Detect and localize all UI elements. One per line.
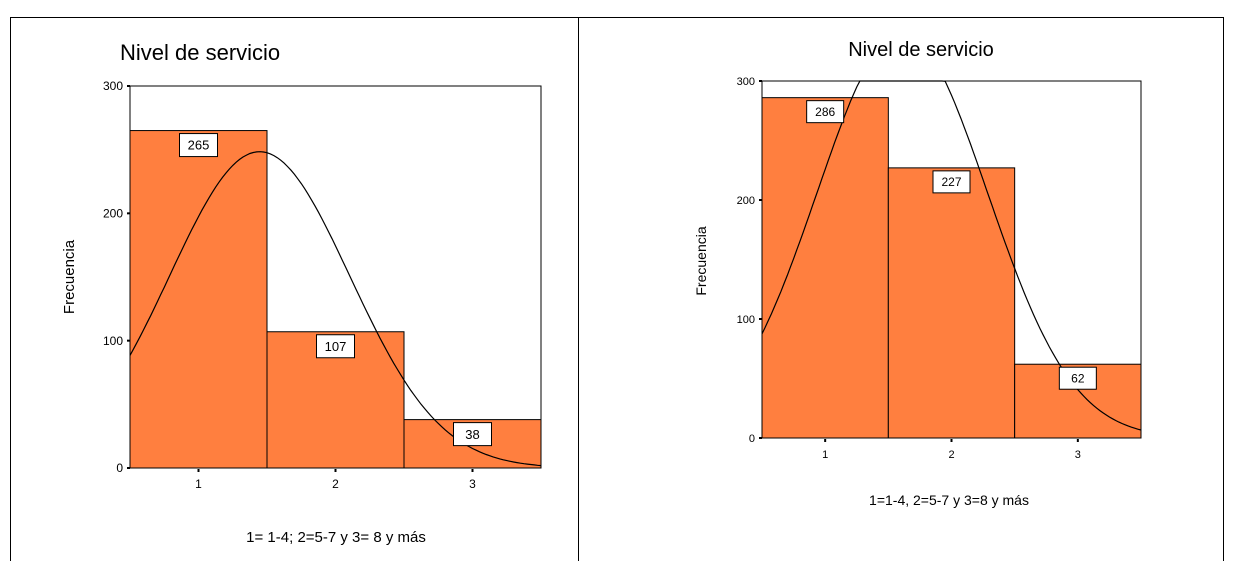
chart-title: Nivel de servicio: [120, 40, 280, 65]
x-tick-label: 1: [822, 449, 828, 461]
y-tick-label: 300: [737, 76, 755, 88]
x-tick-label: 3: [1075, 449, 1081, 461]
x-tick-label: 2: [332, 477, 339, 491]
bar-2: [887, 167, 1016, 439]
data-label-box: [453, 422, 492, 447]
data-label: 107: [325, 339, 347, 354]
y-tick-label: 200: [737, 195, 755, 207]
data-label: 227: [941, 175, 961, 189]
data-label-box: [316, 334, 355, 359]
data-label-box: [932, 170, 971, 194]
data-label-box: [806, 100, 845, 124]
x-tick-label: 1: [195, 477, 202, 491]
histogram-chart-right: Nivel de servicio Frecuencia 1=1-4, 2=5-…: [693, 39, 1142, 508]
bar-1: [129, 130, 268, 469]
data-label-box: [1058, 366, 1097, 390]
normal-curve: [129, 151, 542, 467]
chart-title: Nivel de servicio: [848, 39, 994, 61]
histogram-chart-left: Nivel de servicio Frecuencia 1= 1-4; 2=5…: [61, 40, 542, 546]
bar-1: [761, 97, 889, 439]
x-axis-label: 1=1-4, 2=5-7 y 3=8 y más: [869, 492, 1029, 508]
y-axis-label: Frecuencia: [61, 239, 78, 314]
y-tick-label: 100: [103, 334, 123, 348]
data-label: 286: [815, 105, 835, 119]
data-label: 265: [188, 138, 210, 153]
data-label: 38: [465, 427, 479, 442]
y-tick-label: 0: [749, 433, 755, 445]
y-tick-label: 0: [116, 461, 123, 475]
y-tick-label: 100: [737, 314, 755, 326]
data-label-box: [179, 133, 218, 158]
x-tick-label: 2: [948, 449, 954, 461]
y-tick-label: 300: [103, 79, 123, 93]
data-label: 62: [1071, 372, 1085, 386]
x-tick-label: 3: [469, 477, 476, 491]
y-tick-label: 200: [103, 207, 123, 221]
x-axis-label: 1= 1-4; 2=5-7 y 3= 8 y más: [246, 529, 426, 546]
y-axis-label: Frecuencia: [693, 226, 709, 295]
